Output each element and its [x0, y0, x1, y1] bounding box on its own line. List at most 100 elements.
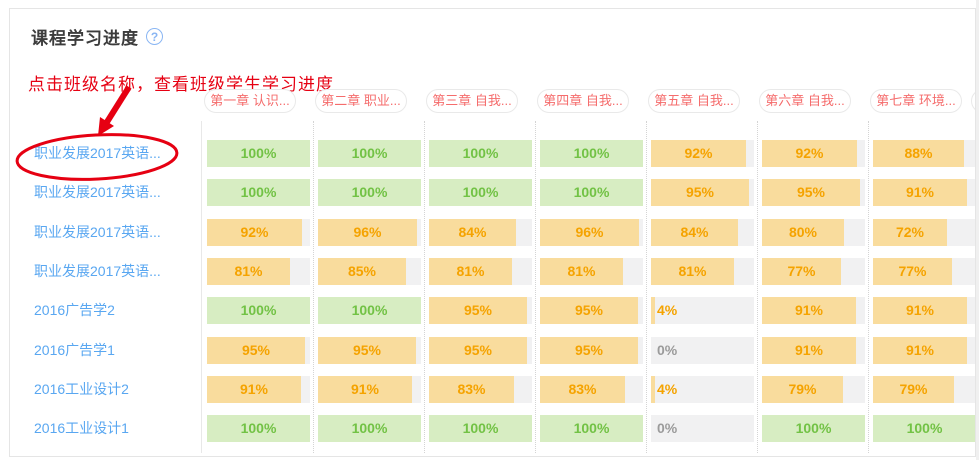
progress-cell: 83% — [540, 376, 643, 403]
progress-bar-fill — [762, 337, 856, 364]
progress-value: 81% — [678, 263, 707, 279]
progress-bar-fill — [651, 258, 734, 285]
progress-value: 96% — [353, 224, 382, 240]
progress-value: 91% — [905, 342, 935, 358]
class-name-link[interactable]: 2016广告学1 — [34, 342, 115, 358]
progress-cell: 100% — [318, 140, 421, 167]
progress-bar-fill — [873, 258, 952, 285]
progress-bar-fill — [762, 297, 856, 324]
progress-bar-fill — [318, 219, 417, 246]
column-separator — [424, 121, 425, 453]
progress-value: 100% — [351, 420, 388, 436]
progress-bar-fill — [873, 376, 954, 403]
progress-value: 92% — [684, 145, 713, 161]
progress-value: 85% — [347, 263, 377, 279]
progress-bar-fill — [540, 415, 643, 442]
progress-cell: 4% — [651, 297, 754, 324]
column-separator — [868, 121, 869, 453]
progress-bar-fill — [762, 376, 843, 403]
progress-value: 100% — [462, 420, 499, 436]
progress-bar-fill — [207, 415, 310, 442]
progress-value: 91% — [794, 302, 824, 318]
progress-value: 100% — [462, 145, 499, 161]
class-name-link[interactable]: 职业发展2017英语... — [34, 263, 161, 279]
progress-value: 92% — [795, 145, 824, 161]
right-edge-strip — [976, 0, 979, 460]
class-name-link[interactable]: 2016工业设计1 — [34, 420, 129, 436]
progress-cell: 100% — [207, 140, 310, 167]
progress-cell: 95% — [318, 337, 421, 364]
column-header-chapter-3[interactable]: 第三章 自我... — [426, 89, 518, 113]
progress-cell: 100% — [207, 415, 310, 442]
progress-value: 100% — [351, 145, 388, 161]
progress-value: 95% — [574, 342, 604, 358]
class-name-link[interactable]: 2016工业设计2 — [34, 381, 129, 397]
progress-bar-fill — [207, 376, 301, 403]
progress-value: 81% — [456, 263, 485, 279]
progress-bar-fill — [540, 337, 638, 364]
progress-value: 4% — [657, 302, 678, 318]
progress-bar-fill — [318, 337, 416, 364]
column-header-chapter-7[interactable]: 第七章 环境... — [870, 89, 962, 113]
progress-value: 96% — [575, 224, 604, 240]
progress-cell: 92% — [651, 140, 754, 167]
progress-cell: 100% — [429, 140, 532, 167]
column-header-chapter-6[interactable]: 第六章 自我... — [759, 89, 851, 113]
column-header-chapter-4[interactable]: 第四章 自我... — [537, 89, 629, 113]
progress-bar-fill — [873, 140, 964, 167]
progress-cell: 81% — [540, 258, 643, 285]
progress-bar-fill — [429, 258, 512, 285]
progress-cell: 81% — [429, 258, 532, 285]
class-name-link[interactable]: 职业发展2017英语... — [34, 184, 161, 200]
column-header-chapter-5[interactable]: 第五章 自我... — [648, 89, 740, 113]
class-name-link[interactable]: 职业发展2017英语... — [34, 145, 161, 161]
progress-cell: 100% — [762, 415, 865, 442]
progress-value: 72% — [895, 224, 925, 240]
progress-cell: 91% — [873, 179, 975, 206]
progress-bar-fill — [540, 297, 638, 324]
progress-bar-fill — [318, 140, 421, 167]
progress-cell: 83% — [429, 376, 532, 403]
progress-bar-fill — [762, 415, 865, 442]
class-name-link[interactable]: 职业发展2017英语... — [34, 224, 161, 240]
class-name-link[interactable]: 2016广告学2 — [34, 302, 115, 318]
label-column-separator — [201, 121, 202, 453]
progress-value: 100% — [573, 420, 610, 436]
column-header-chapter-1[interactable]: 第一章 认识... — [204, 89, 296, 113]
progress-bar-fill — [318, 297, 421, 324]
progress-cell: 96% — [540, 219, 643, 246]
progress-bar-fill — [873, 179, 967, 206]
progress-cell: 96% — [318, 219, 421, 246]
column-separator — [757, 121, 758, 453]
progress-cell: 95% — [762, 179, 865, 206]
progress-cell: 95% — [651, 179, 754, 206]
column-separator — [313, 121, 314, 453]
progress-bar-fill — [762, 179, 860, 206]
progress-value: 81% — [234, 263, 263, 279]
progress-value: 100% — [351, 302, 388, 318]
progress-value: 83% — [568, 381, 597, 397]
progress-bar-fill — [651, 219, 738, 246]
progress-value: 95% — [796, 184, 826, 200]
progress-bar-fill — [429, 179, 532, 206]
progress-cell: 84% — [429, 219, 532, 246]
progress-value: 4% — [657, 381, 678, 397]
progress-cell: 95% — [207, 337, 310, 364]
column-header-chapter-2[interactable]: 第二章 职业... — [315, 89, 407, 113]
help-question-icon[interactable]: ? — [146, 28, 163, 45]
progress-value: 95% — [574, 302, 604, 318]
progress-value: 95% — [352, 342, 382, 358]
progress-value: 91% — [905, 302, 935, 318]
progress-value: 100% — [240, 184, 277, 200]
progress-bar-fill — [873, 219, 947, 246]
course-progress-panel: 课程学习进度 ? 点击班级名称，查看班级学生学习进度 第一章 认识... 第二章 … — [9, 8, 976, 457]
progress-bar-fill — [873, 297, 967, 324]
progress-bar-fill — [318, 376, 412, 403]
progress-cell: 77% — [762, 258, 865, 285]
progress-bar-fill — [318, 415, 421, 442]
progress-bar-fill — [762, 219, 844, 246]
progress-cell: 72% — [873, 219, 975, 246]
progress-cell: 95% — [540, 337, 643, 364]
annotation-arrow-head — [98, 117, 114, 136]
progress-bar-fill — [873, 337, 967, 364]
